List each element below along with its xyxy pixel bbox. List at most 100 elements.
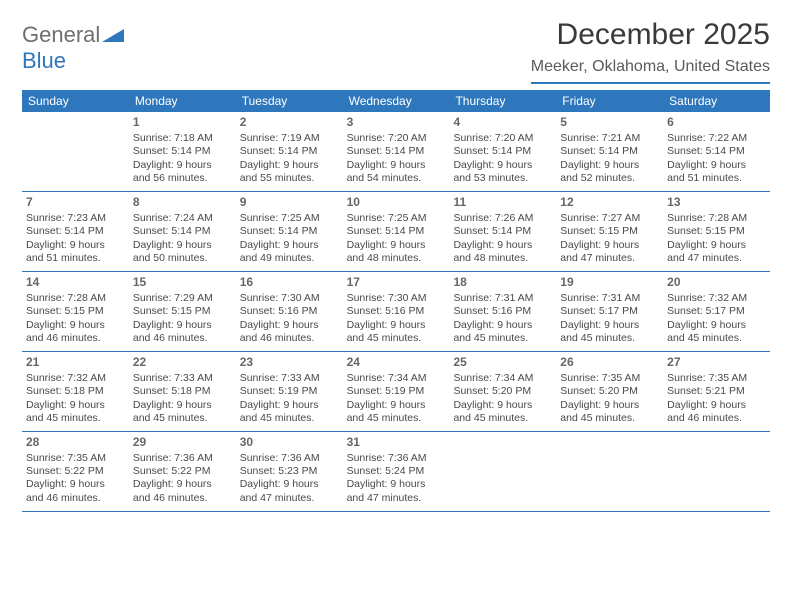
daylight-text: Daylight: 9 hours and 49 minutes. bbox=[240, 239, 339, 265]
day-number: 18 bbox=[453, 275, 552, 290]
sunrise-text: Sunrise: 7:34 AM bbox=[347, 372, 446, 385]
day-cell: 15Sunrise: 7:29 AMSunset: 5:15 PMDayligh… bbox=[129, 272, 236, 351]
day-number: 11 bbox=[453, 195, 552, 210]
sunset-text: Sunset: 5:16 PM bbox=[347, 305, 446, 318]
daylight-text: Daylight: 9 hours and 45 minutes. bbox=[347, 319, 446, 345]
daylight-text: Daylight: 9 hours and 45 minutes. bbox=[667, 319, 766, 345]
daylight-text: Daylight: 9 hours and 52 minutes. bbox=[560, 159, 659, 185]
day-number: 25 bbox=[453, 355, 552, 370]
daylight-text: Daylight: 9 hours and 55 minutes. bbox=[240, 159, 339, 185]
daylight-text: Daylight: 9 hours and 46 minutes. bbox=[240, 319, 339, 345]
day-cell: 18Sunrise: 7:31 AMSunset: 5:16 PMDayligh… bbox=[449, 272, 556, 351]
day-number: 9 bbox=[240, 195, 339, 210]
day-cell: 19Sunrise: 7:31 AMSunset: 5:17 PMDayligh… bbox=[556, 272, 663, 351]
sunrise-text: Sunrise: 7:33 AM bbox=[133, 372, 232, 385]
sunset-text: Sunset: 5:16 PM bbox=[240, 305, 339, 318]
logo-text: General Blue bbox=[22, 22, 124, 74]
day-cell: 28Sunrise: 7:35 AMSunset: 5:22 PMDayligh… bbox=[22, 432, 129, 511]
sunrise-text: Sunrise: 7:20 AM bbox=[453, 132, 552, 145]
weekday-header: Wednesday bbox=[343, 90, 450, 112]
day-cell: 16 Sunrise: 7:30 AMSunset: 5:16 PMDayligh… bbox=[236, 272, 343, 351]
day-number: 31 bbox=[347, 435, 446, 450]
daylight-text: Daylight: 9 hours and 45 minutes. bbox=[560, 399, 659, 425]
sunset-text: Sunset: 5:20 PM bbox=[560, 385, 659, 398]
day-number: 13 bbox=[667, 195, 766, 210]
daylight-text: Daylight: 9 hours and 46 minutes. bbox=[133, 478, 232, 504]
day-number: 1 bbox=[133, 115, 232, 130]
week-row: 28Sunrise: 7:35 AMSunset: 5:22 PMDayligh… bbox=[22, 432, 770, 512]
empty-cell bbox=[556, 432, 663, 511]
sunrise-text: Sunrise: 7:27 AM bbox=[560, 212, 659, 225]
sunset-text: Sunset: 5:14 PM bbox=[240, 145, 339, 158]
title-block: December 2025 Meeker, Oklahoma, United S… bbox=[531, 18, 770, 84]
sunrise-text: Sunrise: 7:19 AM bbox=[240, 132, 339, 145]
day-number: 15 bbox=[133, 275, 232, 290]
sunrise-text: Sunrise: 7:31 AM bbox=[453, 292, 552, 305]
day-cell: 20Sunrise: 7:32 AMSunset: 5:17 PMDayligh… bbox=[663, 272, 770, 351]
sunrise-text: Sunrise: 7:36 AM bbox=[133, 452, 232, 465]
daylight-text: Daylight: 9 hours and 45 minutes. bbox=[26, 399, 125, 425]
sunset-text: Sunset: 5:14 PM bbox=[347, 225, 446, 238]
sunset-text: Sunset: 5:16 PM bbox=[453, 305, 552, 318]
weekday-header: Monday bbox=[129, 90, 236, 112]
day-number: 14 bbox=[26, 275, 125, 290]
daylight-text: Daylight: 9 hours and 47 minutes. bbox=[667, 239, 766, 265]
daylight-text: Daylight: 9 hours and 45 minutes. bbox=[133, 399, 232, 425]
sunset-text: Sunset: 5:20 PM bbox=[453, 385, 552, 398]
sunset-text: Sunset: 5:17 PM bbox=[667, 305, 766, 318]
daylight-text: Daylight: 9 hours and 51 minutes. bbox=[26, 239, 125, 265]
day-number: 16 bbox=[240, 275, 339, 290]
daylight-text: Daylight: 9 hours and 46 minutes. bbox=[133, 319, 232, 345]
weekday-header: Friday bbox=[556, 90, 663, 112]
daylight-text: Daylight: 9 hours and 47 minutes. bbox=[240, 478, 339, 504]
sunset-text: Sunset: 5:23 PM bbox=[240, 465, 339, 478]
day-number: 21 bbox=[26, 355, 125, 370]
calendar-grid: SundayMondayTuesdayWednesdayThursdayFrid… bbox=[22, 90, 770, 512]
day-number: 28 bbox=[26, 435, 125, 450]
sunset-text: Sunset: 5:24 PM bbox=[347, 465, 446, 478]
day-number: 10 bbox=[347, 195, 446, 210]
day-number: 4 bbox=[453, 115, 552, 130]
sunset-text: Sunset: 5:14 PM bbox=[133, 145, 232, 158]
daylight-text: Daylight: 9 hours and 46 minutes. bbox=[26, 319, 125, 345]
calendar-page: General Blue December 2025 Meeker, Oklah… bbox=[0, 0, 792, 522]
sunrise-text: Sunrise: 7:29 AM bbox=[133, 292, 232, 305]
daylight-text: Daylight: 9 hours and 45 minutes. bbox=[347, 399, 446, 425]
daylight-text: Daylight: 9 hours and 46 minutes. bbox=[26, 478, 125, 504]
sunset-text: Sunset: 5:15 PM bbox=[667, 225, 766, 238]
sunrise-text: Sunrise: 7:25 AM bbox=[240, 212, 339, 225]
sunrise-text: Sunrise: 7:18 AM bbox=[133, 132, 232, 145]
week-row: 1Sunrise: 7:18 AMSunset: 5:14 PMDaylight… bbox=[22, 112, 770, 192]
weekday-header-row: SundayMondayTuesdayWednesdayThursdayFrid… bbox=[22, 90, 770, 112]
day-number: 27 bbox=[667, 355, 766, 370]
daylight-text: Daylight: 9 hours and 56 minutes. bbox=[133, 159, 232, 185]
day-cell: 31Sunrise: 7:36 AMSunset: 5:24 PMDayligh… bbox=[343, 432, 450, 511]
sunset-text: Sunset: 5:22 PM bbox=[133, 465, 232, 478]
sunset-text: Sunset: 5:18 PM bbox=[133, 385, 232, 398]
day-cell: 7Sunrise: 7:23 AMSunset: 5:14 PMDaylight… bbox=[22, 192, 129, 271]
sunset-text: Sunset: 5:21 PM bbox=[667, 385, 766, 398]
brand-logo: General Blue bbox=[22, 22, 124, 74]
sunset-text: Sunset: 5:22 PM bbox=[26, 465, 125, 478]
sunset-text: Sunset: 5:14 PM bbox=[240, 225, 339, 238]
day-number: 23 bbox=[240, 355, 339, 370]
day-number: 20 bbox=[667, 275, 766, 290]
day-number: 17 bbox=[347, 275, 446, 290]
daylight-text: Daylight: 9 hours and 48 minutes. bbox=[453, 239, 552, 265]
sunset-text: Sunset: 5:14 PM bbox=[133, 225, 232, 238]
logo-triangle-icon bbox=[102, 26, 124, 47]
day-number: 19 bbox=[560, 275, 659, 290]
day-cell: 29Sunrise: 7:36 AMSunset: 5:22 PMDayligh… bbox=[129, 432, 236, 511]
day-cell: 10Sunrise: 7:25 AMSunset: 5:14 PMDayligh… bbox=[343, 192, 450, 271]
day-cell: 11Sunrise: 7:26 AMSunset: 5:14 PMDayligh… bbox=[449, 192, 556, 271]
day-cell: 30Sunrise: 7:36 AMSunset: 5:23 PMDayligh… bbox=[236, 432, 343, 511]
empty-cell bbox=[663, 432, 770, 511]
day-cell: 26Sunrise: 7:35 AMSunset: 5:20 PMDayligh… bbox=[556, 352, 663, 431]
sunset-text: Sunset: 5:15 PM bbox=[560, 225, 659, 238]
day-cell: 24Sunrise: 7:34 AMSunset: 5:19 PMDayligh… bbox=[343, 352, 450, 431]
sunset-text: Sunset: 5:18 PM bbox=[26, 385, 125, 398]
day-cell: 17Sunrise: 7:30 AMSunset: 5:16 PMDayligh… bbox=[343, 272, 450, 351]
sunrise-text: Sunrise: 7:30 AM bbox=[240, 292, 339, 305]
sunset-text: Sunset: 5:14 PM bbox=[560, 145, 659, 158]
sunrise-text: Sunrise: 7:23 AM bbox=[26, 212, 125, 225]
